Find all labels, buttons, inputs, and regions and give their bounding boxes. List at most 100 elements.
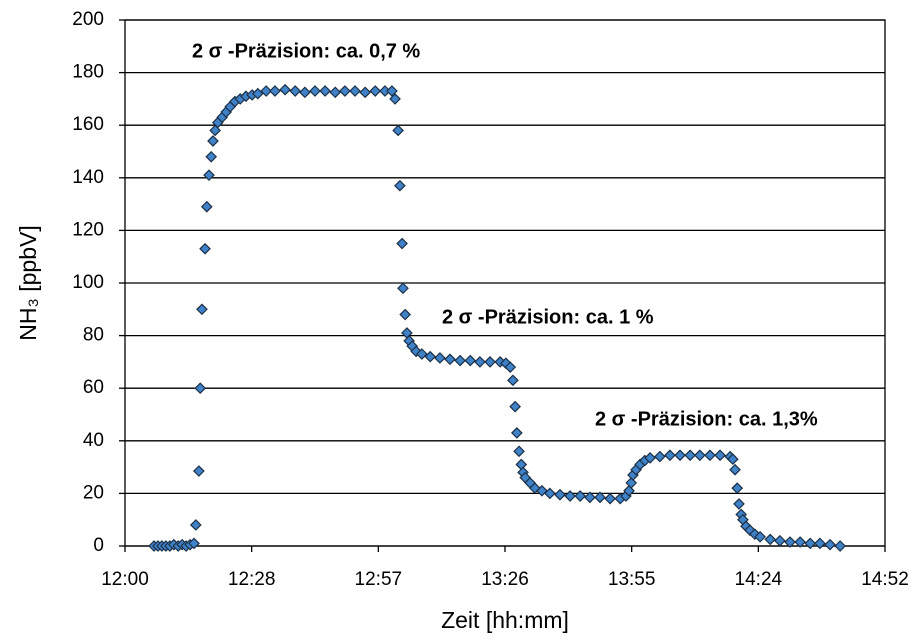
data-point bbox=[399, 308, 412, 321]
y-tick-label: 140 bbox=[72, 167, 104, 188]
data-point bbox=[714, 449, 726, 462]
data-point bbox=[389, 93, 401, 105]
data-point bbox=[554, 488, 566, 501]
data-point bbox=[392, 124, 404, 137]
x-tick-label: 13:55 bbox=[608, 569, 656, 590]
y-tick-label: 20 bbox=[83, 482, 104, 503]
x-tick-label: 12:28 bbox=[228, 569, 276, 590]
data-point bbox=[279, 83, 291, 96]
data-point bbox=[484, 356, 496, 368]
data-point bbox=[251, 87, 264, 100]
y-tick-label: 100 bbox=[72, 272, 104, 293]
data-point bbox=[748, 528, 761, 541]
data-point bbox=[199, 242, 211, 255]
data-point bbox=[764, 533, 777, 546]
data-point bbox=[674, 449, 686, 462]
data-point bbox=[653, 450, 666, 463]
data-point bbox=[733, 498, 745, 510]
data-point bbox=[189, 519, 202, 531]
data-point bbox=[704, 449, 716, 462]
annotation: 2 σ -Präzision: ca. 0,7 % bbox=[192, 40, 420, 62]
data-point bbox=[784, 536, 796, 548]
x-axis-title: Zeit [hh:mm] bbox=[441, 607, 569, 633]
data-point bbox=[359, 86, 371, 99]
data-point bbox=[726, 453, 739, 466]
data-point bbox=[193, 465, 205, 477]
data-point bbox=[744, 524, 756, 537]
data-point bbox=[299, 86, 311, 99]
x-tick-label: 12:00 bbox=[101, 569, 149, 590]
data-point bbox=[504, 361, 517, 374]
data-point bbox=[203, 169, 215, 182]
data-point bbox=[515, 458, 528, 471]
data-point bbox=[194, 382, 207, 395]
x-tick-label: 14:52 bbox=[861, 569, 909, 590]
data-point bbox=[416, 348, 428, 360]
data-point bbox=[544, 487, 556, 500]
data-point bbox=[731, 482, 744, 494]
data-point bbox=[349, 85, 361, 97]
data-point bbox=[454, 354, 466, 367]
y-tick-label: 180 bbox=[72, 62, 104, 83]
data-point bbox=[774, 534, 786, 547]
data-point bbox=[396, 237, 408, 250]
plot-border bbox=[124, 19, 886, 547]
data-point bbox=[604, 492, 616, 505]
data-point bbox=[269, 85, 281, 97]
data-point bbox=[814, 537, 826, 550]
data-point bbox=[474, 356, 486, 368]
y-tick-label: 160 bbox=[72, 114, 104, 135]
data-point bbox=[339, 85, 351, 97]
y-tick-label: 200 bbox=[72, 9, 104, 30]
data-point bbox=[434, 352, 446, 364]
data-point bbox=[794, 536, 806, 548]
y-tick-label: 60 bbox=[83, 377, 104, 398]
x-tick-label: 13:26 bbox=[481, 569, 529, 590]
data-point bbox=[207, 135, 219, 147]
data-point bbox=[664, 449, 676, 462]
annotation: 2 σ -Präzision: ca. 1,3% bbox=[595, 408, 818, 430]
y-tick-label: 40 bbox=[83, 430, 104, 451]
data-point bbox=[464, 354, 477, 367]
data-point bbox=[584, 491, 596, 504]
data-point bbox=[623, 484, 635, 497]
y-axis-title: NH₃ [ppbV] bbox=[15, 225, 41, 340]
data-point bbox=[513, 445, 525, 458]
x-tick-label: 12:57 bbox=[355, 569, 403, 590]
data-point bbox=[824, 538, 836, 551]
data-point bbox=[564, 490, 576, 502]
data-point bbox=[804, 537, 817, 550]
data-point bbox=[729, 463, 741, 476]
data-point bbox=[834, 540, 846, 552]
data-point bbox=[444, 353, 456, 366]
data-point bbox=[693, 449, 706, 462]
data-point bbox=[289, 85, 302, 97]
data-point bbox=[754, 530, 766, 543]
data-point bbox=[386, 85, 398, 97]
data-point bbox=[329, 86, 342, 99]
data-point bbox=[424, 350, 437, 363]
data-point bbox=[644, 452, 656, 464]
data-point bbox=[188, 537, 200, 550]
data-point bbox=[397, 282, 409, 295]
data-point bbox=[309, 85, 321, 97]
data-point bbox=[205, 150, 218, 163]
y-tick-label: 120 bbox=[72, 219, 104, 240]
data-point bbox=[509, 400, 521, 413]
data-point bbox=[507, 374, 519, 387]
y-tick-label: 0 bbox=[93, 535, 104, 556]
y-tick-label: 80 bbox=[83, 325, 104, 346]
data-point bbox=[196, 303, 208, 316]
data-point bbox=[574, 490, 587, 502]
data-point bbox=[511, 427, 523, 439]
data-point bbox=[260, 85, 273, 97]
x-tick-label: 14:24 bbox=[735, 569, 783, 590]
data-point bbox=[625, 477, 638, 489]
data-point bbox=[319, 85, 331, 97]
data-point bbox=[594, 491, 606, 504]
data-point bbox=[369, 85, 382, 97]
data-point bbox=[200, 200, 213, 213]
annotation: 2 σ -Präzision: ca. 1 % bbox=[442, 306, 654, 328]
data-point bbox=[684, 449, 697, 462]
